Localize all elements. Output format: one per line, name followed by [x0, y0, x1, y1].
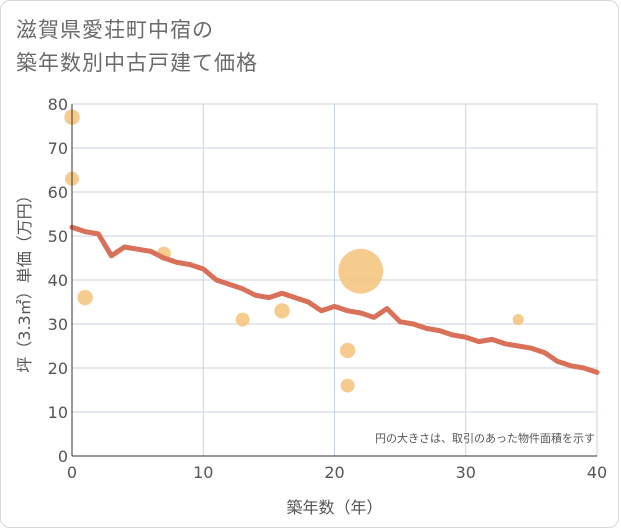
- title-line-1: 滋賀県愛荘町中宿の: [16, 18, 214, 42]
- y-tick-label-80: 80: [48, 95, 68, 114]
- bubble-9: [512, 314, 524, 326]
- y-tick-label-40: 40: [48, 271, 68, 290]
- x-axis-label: 築年数（年）: [286, 498, 382, 517]
- chart-title: 滋賀県愛荘町中宿の 築年数別中古戸建て価格: [16, 14, 258, 80]
- trend-line: [69, 224, 600, 375]
- y-tick-label-30: 30: [48, 315, 68, 334]
- axes: [71, 104, 597, 457]
- y-axis-label: 坪（3.3㎡）単価（万円）: [15, 187, 34, 372]
- y-tick-label-0: 0: [58, 447, 68, 466]
- bubble-6: [339, 342, 356, 359]
- tick-labels: 0 10 20 30 40 50 60 70 80 0 10 20 30 40: [48, 95, 608, 482]
- bubble-size-note: 円の大きさは、取引のあった物件面積を示す: [375, 431, 595, 445]
- y-tick-label-60: 60: [48, 183, 68, 202]
- y-tick-label-10: 10: [48, 403, 68, 422]
- title-line-2: 築年数別中古戸建て価格: [16, 51, 258, 75]
- bubble-7: [340, 378, 355, 393]
- bubble-4: [235, 312, 250, 327]
- bubble-5: [274, 303, 290, 319]
- y-tick-label-20: 20: [48, 359, 68, 378]
- x-tick-label-10: 10: [193, 463, 213, 482]
- x-tick-label-0: 0: [67, 463, 77, 482]
- x-tick-label-30: 30: [456, 463, 476, 482]
- y-tick-label-70: 70: [48, 139, 68, 158]
- bubble-2: [77, 289, 93, 306]
- bubble-8: [338, 248, 384, 294]
- x-tick-label-20: 20: [324, 463, 344, 482]
- x-tick-label-40: 40: [587, 463, 607, 482]
- y-tick-label-50: 50: [48, 227, 68, 246]
